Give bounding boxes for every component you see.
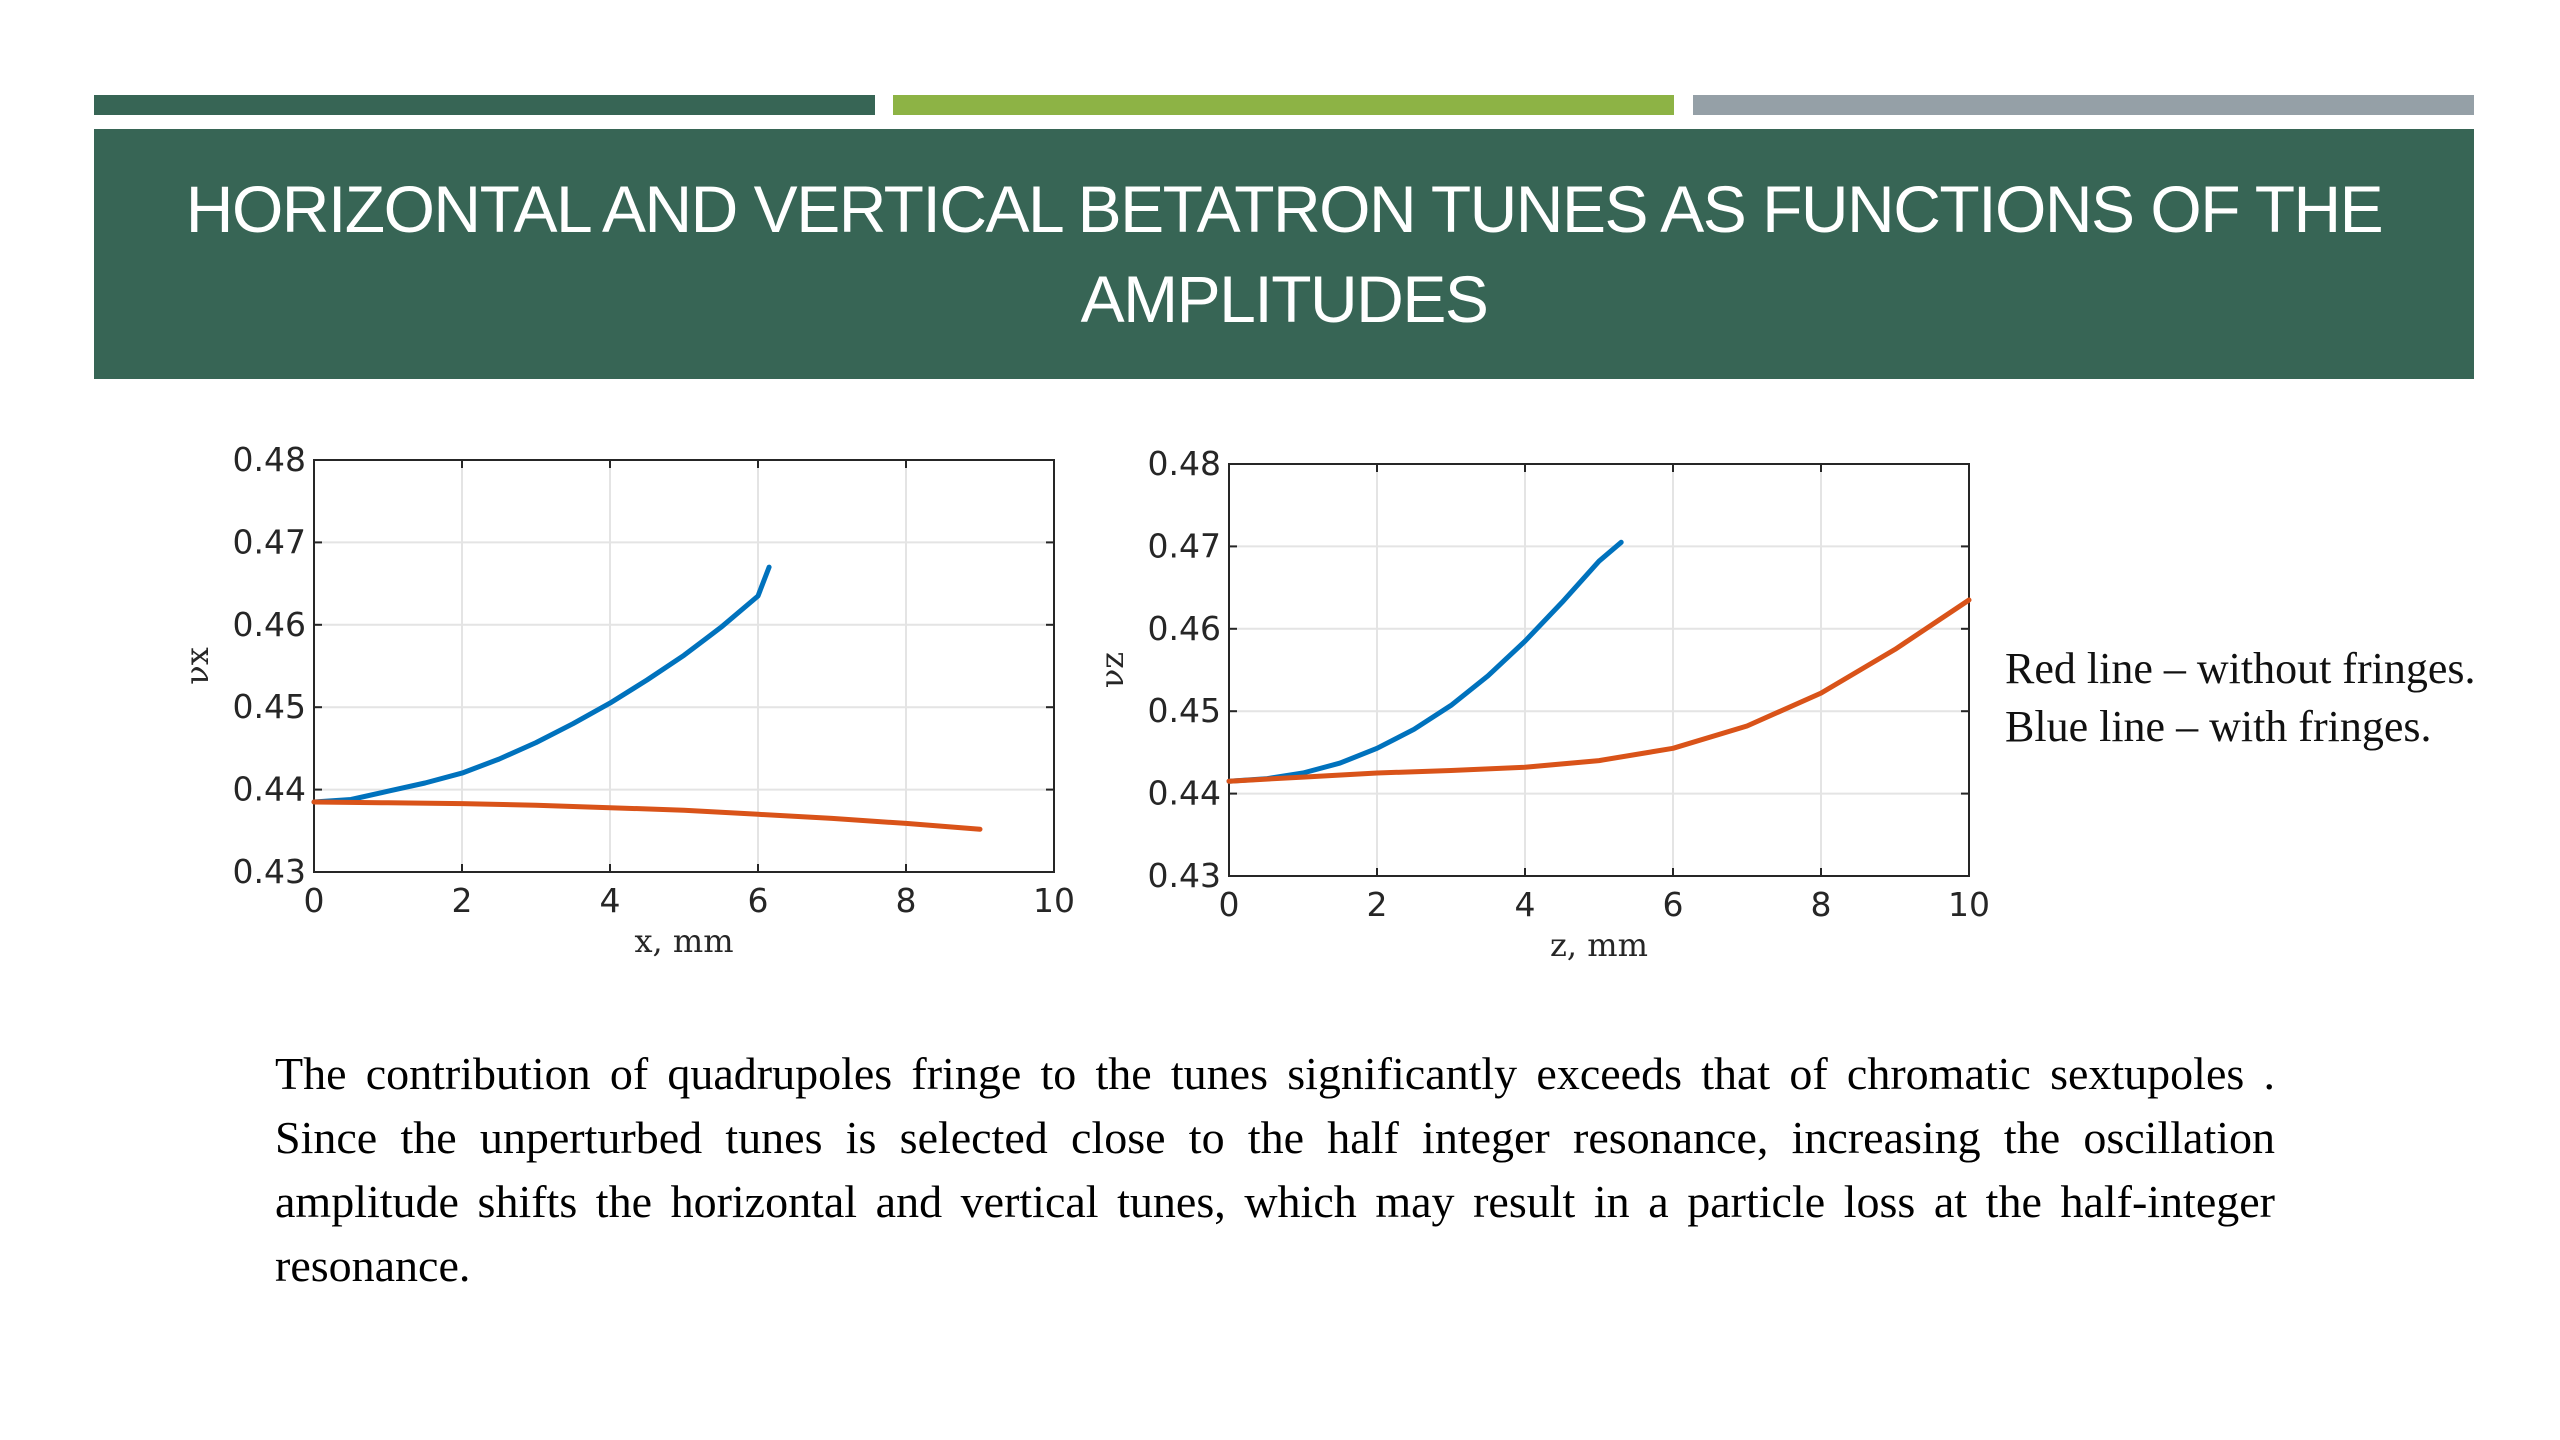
x-tick-label: 6 <box>1663 885 1684 924</box>
y-tick-label: 0.43 <box>233 852 306 891</box>
accent-bar-light-green <box>893 95 1674 115</box>
legend: Red line – without fringes. Blue line – … <box>2005 640 2476 756</box>
y-tick-label: 0.46 <box>1148 609 1221 648</box>
red-series-line <box>1226 597 1972 784</box>
accent-bar-gray <box>1693 95 2474 115</box>
y-tick-label: 0.45 <box>1148 691 1221 730</box>
x-tick-label: 8 <box>1811 885 1832 924</box>
legend-red-entry: Red line – without fringes. <box>2005 644 2476 693</box>
x-tick-label: 4 <box>1515 885 1536 924</box>
chart-nux-vs-x: 0 2 4 6 8 10 0.43 0.44 0.45 0.46 0.47 0.48 x, mm νx <box>180 440 1075 960</box>
y-tick-label: 0.45 <box>233 687 306 726</box>
x-axis-label: z, mm <box>1550 926 1648 964</box>
title-band: HORIZONTAL AND VERTICAL BETATRON TUNES A… <box>94 129 2474 379</box>
x-tick-label: 6 <box>748 881 769 920</box>
plot-frame <box>313 459 1055 873</box>
y-tick-label: 0.46 <box>233 605 306 644</box>
x-axis-label: x, mm <box>634 922 733 960</box>
x-tick-label: 10 <box>1948 885 1990 924</box>
red-series-line <box>311 799 983 832</box>
y-tick-label: 0.44 <box>1148 774 1221 813</box>
x-tick-label: 2 <box>452 881 473 920</box>
x-tick-label: 8 <box>896 881 917 920</box>
y-axis-label: νz <box>1095 652 1131 688</box>
x-tick-label: 0 <box>1219 885 1240 924</box>
y-tick-label: 0.47 <box>233 522 306 561</box>
y-tick-label: 0.47 <box>1148 526 1221 565</box>
y-tick-label: 0.44 <box>233 770 306 809</box>
blue-series-line <box>311 564 772 805</box>
plot-frame <box>1228 463 1970 877</box>
chart-nuz-vs-z: 0 2 4 6 8 10 0.43 0.44 0.45 0.46 0.47 0.48 z, mm νz <box>1095 444 1990 964</box>
legend-blue-entry: Blue line – with fringes. <box>2005 702 2432 751</box>
x-tick-label: 0 <box>304 881 325 920</box>
slide-title: HORIZONTAL AND VERTICAL BETATRON TUNES A… <box>185 172 2384 336</box>
x-tick-label: 2 <box>1367 885 1388 924</box>
x-tick-label: 10 <box>1033 881 1075 920</box>
y-tick-label: 0.43 <box>1148 856 1221 895</box>
blue-series-line <box>1226 539 1624 784</box>
y-tick-label: 0.48 <box>1148 444 1221 483</box>
accent-bar-dark-green <box>94 95 875 115</box>
x-tick-label: 4 <box>600 881 621 920</box>
y-axis-label: νx <box>180 647 216 685</box>
y-tick-label: 0.48 <box>233 440 306 479</box>
plot-area <box>1229 464 1969 876</box>
body-paragraph: The contribution of quadrupoles fringe t… <box>275 1048 2275 1291</box>
